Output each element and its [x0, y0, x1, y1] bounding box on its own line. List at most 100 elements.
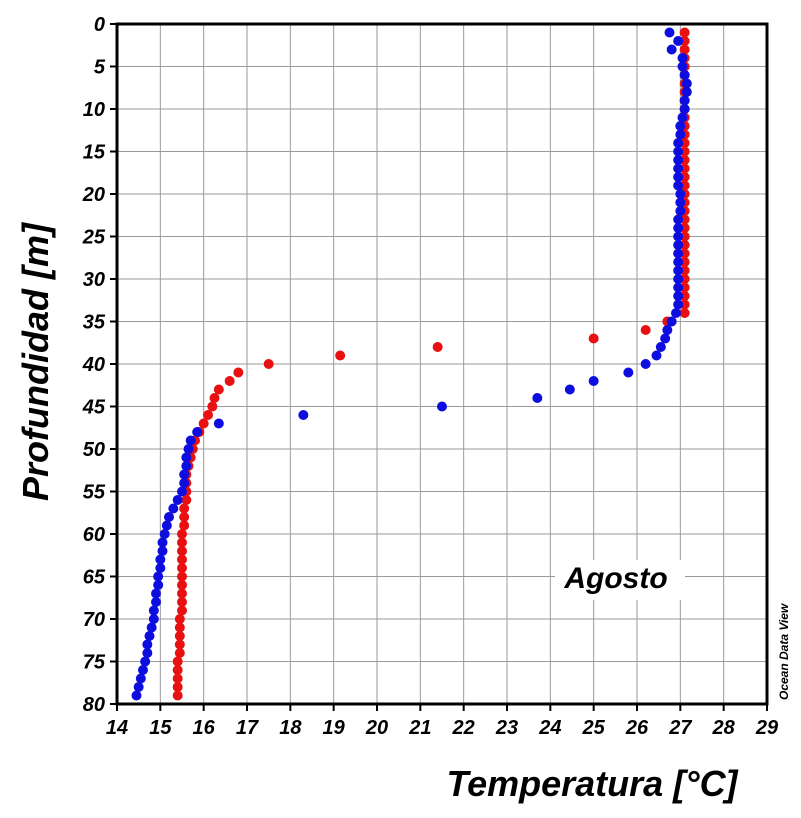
x-tick-label: 15 [149, 717, 172, 739]
data-point [177, 529, 187, 539]
data-point [673, 231, 684, 242]
y-tick-label: 10 [83, 99, 105, 121]
x-tick-label: 26 [625, 717, 649, 739]
data-point [532, 393, 543, 403]
data-point [198, 418, 209, 429]
data-point [673, 265, 684, 276]
x-tick-label: 19 [323, 717, 346, 739]
data-point [157, 546, 168, 556]
data-point [209, 393, 220, 403]
data-point [213, 418, 224, 429]
x-tick-label: 17 [236, 717, 259, 739]
y-tick-label: 15 [83, 142, 106, 164]
y-tick-label: 0 [94, 14, 105, 36]
x-tick-labels: 14 15 16 17 18 19 20 21 22 23 24 25 26 27 28 29 [106, 717, 779, 739]
data-point [135, 673, 146, 684]
data-point [660, 333, 671, 344]
data-point [640, 359, 651, 369]
data-point [673, 282, 684, 293]
data-point [651, 350, 662, 361]
data-point [298, 410, 309, 420]
data-point [564, 384, 575, 395]
data-point [673, 146, 684, 157]
data-point [177, 537, 187, 548]
data-point [172, 665, 183, 675]
y-tick-label: 60 [83, 524, 105, 546]
month-annotation: Agosto [563, 562, 667, 595]
data-point [675, 189, 686, 199]
data-point [675, 197, 686, 208]
source-credit: Ocean Data View [777, 603, 791, 700]
data-point [177, 571, 187, 582]
data-point [164, 512, 174, 522]
data-point [679, 27, 690, 38]
data-point [177, 486, 187, 497]
data-point [679, 44, 690, 55]
data-point [233, 367, 244, 378]
y-tick-label: 30 [83, 269, 105, 291]
plot-frame [110, 22, 769, 711]
plot-border [115, 22, 769, 706]
y-tick-label: 5 [94, 57, 106, 79]
data-point [662, 325, 673, 335]
data-point [155, 563, 166, 573]
data-point [151, 597, 161, 607]
y-tick-label: 55 [83, 482, 106, 504]
data-point [673, 257, 684, 267]
data-point [179, 512, 190, 522]
data-point [177, 597, 187, 607]
data-point [677, 112, 688, 123]
data-point [181, 495, 192, 505]
x-tick-label: 23 [495, 717, 518, 739]
data-point [681, 78, 692, 89]
x-axis-title: Temperatura [°C] [446, 763, 738, 804]
data-point [673, 248, 684, 259]
x-tick-label: 25 [582, 717, 606, 739]
data-point [153, 580, 164, 590]
data-point [666, 316, 677, 327]
data-point [157, 537, 168, 548]
data-point [172, 682, 183, 692]
data-point [172, 656, 183, 667]
data-point [203, 410, 213, 420]
data-point [183, 444, 194, 454]
y-axis-title: Profundidad [m] [15, 222, 56, 501]
data-point [177, 554, 187, 565]
data-point [138, 665, 148, 675]
data-point [179, 478, 190, 488]
data-point [179, 520, 190, 531]
data-point [153, 571, 164, 582]
x-tick-label: 29 [755, 717, 779, 739]
data-point [142, 639, 153, 650]
data-point [588, 376, 599, 386]
grid-lines [116, 23, 768, 705]
data-point [679, 70, 690, 80]
data-point [172, 495, 183, 505]
data-point [640, 325, 651, 335]
x-tick-label: 27 [668, 717, 692, 739]
data-point [675, 121, 686, 131]
x-tick-label: 16 [193, 717, 216, 739]
data-point [177, 563, 187, 573]
data-point [677, 53, 688, 63]
x-tick-label: 22 [452, 717, 475, 739]
data-point [168, 503, 179, 514]
data-points [131, 27, 692, 701]
data-point [131, 690, 142, 701]
data-point [179, 503, 190, 514]
data-point [174, 639, 185, 650]
data-point [673, 223, 684, 233]
data-point [177, 546, 187, 556]
data-point [148, 605, 159, 616]
y-tick-label: 50 [83, 439, 105, 461]
y-tick-label: 80 [83, 694, 105, 716]
data-point [673, 214, 684, 225]
data-point [263, 359, 274, 369]
data-point [177, 580, 187, 590]
data-point [679, 95, 690, 106]
data-point [679, 104, 690, 114]
data-point [159, 529, 170, 539]
y-tick-label: 75 [83, 652, 106, 674]
